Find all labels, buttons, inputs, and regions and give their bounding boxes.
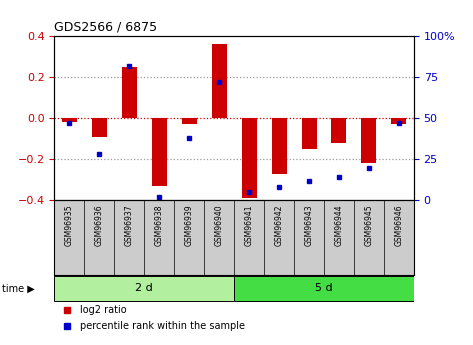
Text: GSM96944: GSM96944 bbox=[334, 204, 343, 246]
Bar bbox=[62, 118, 77, 122]
Bar bbox=[332, 118, 346, 143]
Text: 2 d: 2 d bbox=[135, 283, 153, 293]
Bar bbox=[272, 118, 287, 174]
Text: GSM96940: GSM96940 bbox=[215, 204, 224, 246]
Bar bbox=[391, 118, 406, 125]
Text: GSM96935: GSM96935 bbox=[65, 204, 74, 246]
Bar bbox=[152, 118, 166, 186]
FancyBboxPatch shape bbox=[54, 276, 234, 301]
Text: GSM96945: GSM96945 bbox=[364, 204, 374, 246]
Text: GSM96946: GSM96946 bbox=[394, 204, 403, 246]
Text: log2 ratio: log2 ratio bbox=[79, 305, 126, 315]
Text: GSM96943: GSM96943 bbox=[305, 204, 314, 246]
Text: GSM96941: GSM96941 bbox=[245, 204, 254, 246]
Text: GSM96938: GSM96938 bbox=[155, 204, 164, 246]
Text: time ▶: time ▶ bbox=[2, 283, 35, 293]
Text: GSM96942: GSM96942 bbox=[274, 204, 284, 246]
Bar bbox=[242, 118, 256, 198]
Text: GSM96936: GSM96936 bbox=[95, 204, 104, 246]
Text: GSM96939: GSM96939 bbox=[184, 204, 194, 246]
Text: GDS2566 / 6875: GDS2566 / 6875 bbox=[54, 21, 158, 34]
FancyBboxPatch shape bbox=[234, 276, 414, 301]
Text: GSM96937: GSM96937 bbox=[125, 204, 134, 246]
Text: percentile rank within the sample: percentile rank within the sample bbox=[79, 322, 245, 332]
Bar bbox=[211, 45, 227, 118]
Bar bbox=[302, 118, 316, 149]
Bar bbox=[92, 118, 107, 137]
Bar bbox=[361, 118, 377, 164]
Bar bbox=[182, 118, 197, 125]
Bar bbox=[122, 67, 137, 118]
Text: 5 d: 5 d bbox=[315, 283, 333, 293]
